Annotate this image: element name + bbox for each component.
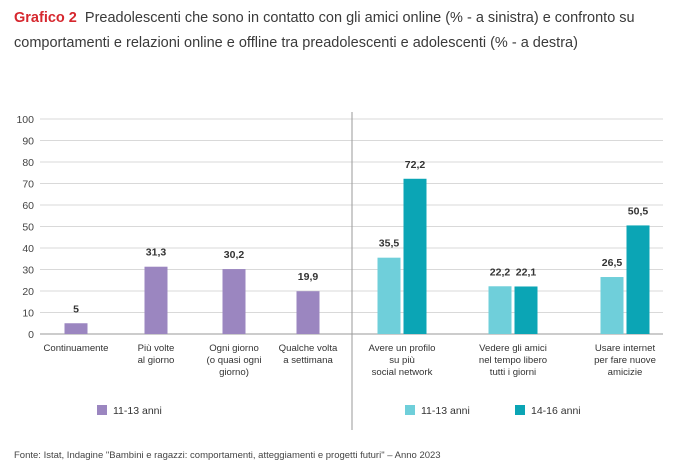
- y-tick-label: 30: [22, 265, 34, 277]
- chart-title: Grafico 2 Preadolescenti che sono in con…: [14, 6, 669, 56]
- category-label: (o quasi ogni: [207, 355, 262, 366]
- data-label: 19,9: [298, 271, 319, 283]
- data-label: 50,5: [628, 205, 649, 217]
- data-label: 30,2: [224, 249, 245, 261]
- data-label: 26,5: [602, 257, 623, 269]
- legend-label: 11-13 anni: [421, 405, 470, 417]
- bar: [296, 291, 320, 334]
- category-label: tutti i giorni: [490, 367, 536, 378]
- legend-swatch: [515, 405, 525, 415]
- bar: [64, 323, 88, 334]
- y-tick-label: 90: [22, 136, 34, 148]
- category-label: Più volte: [138, 343, 175, 354]
- category-label: social network: [372, 367, 433, 378]
- y-tick-label: 60: [22, 200, 34, 212]
- category-label: Qualche volta: [279, 343, 338, 354]
- category-label: a settimana: [283, 355, 333, 366]
- data-label: 22,2: [490, 266, 511, 278]
- y-tick-label: 0: [28, 329, 34, 341]
- y-tick-label: 50: [22, 222, 34, 234]
- y-tick-label: 20: [22, 286, 34, 298]
- legend-swatch: [97, 405, 107, 415]
- y-tick-label: 100: [16, 114, 34, 126]
- category-label: al giorno: [138, 355, 175, 366]
- bar: [600, 277, 624, 334]
- category-label: nel tempo libero: [479, 355, 547, 366]
- category-label: su più: [389, 355, 415, 366]
- bar: [377, 257, 401, 334]
- title-text: Preadolescenti che sono in contatto con …: [14, 10, 635, 51]
- bar: [144, 266, 168, 334]
- data-label: 35,5: [379, 238, 400, 250]
- bar: [514, 286, 538, 334]
- data-label: 22,1: [516, 266, 537, 278]
- y-tick-label: 80: [22, 157, 34, 169]
- figure-label: Grafico 2: [14, 10, 77, 26]
- y-tick-label: 70: [22, 179, 34, 191]
- category-label: Continuamente: [43, 343, 108, 354]
- category-label: Ogni giorno: [209, 343, 259, 354]
- bar: [403, 178, 427, 334]
- category-label: giorno): [219, 367, 249, 378]
- bar: [488, 286, 512, 334]
- y-tick-label: 40: [22, 243, 34, 255]
- category-label: amicizie: [608, 367, 643, 378]
- category-label: per fare nuove: [594, 355, 656, 366]
- category-label: Avere un profilo: [368, 343, 435, 354]
- bar: [626, 225, 650, 334]
- legend-swatch: [405, 405, 415, 415]
- data-label: 72,2: [405, 159, 426, 171]
- category-label: Vedere gli amici: [479, 343, 547, 354]
- source-note: Fonte: Istat, Indagine "Bambini e ragazz…: [14, 450, 441, 461]
- data-label: 31,3: [146, 247, 167, 259]
- legend-label: 14-16 anni: [531, 405, 581, 417]
- y-tick-label: 10: [22, 308, 34, 320]
- bar: [222, 269, 246, 334]
- data-label: 5: [73, 303, 79, 315]
- legend-label: 11-13 anni: [113, 405, 162, 417]
- category-label: Usare internet: [595, 343, 656, 354]
